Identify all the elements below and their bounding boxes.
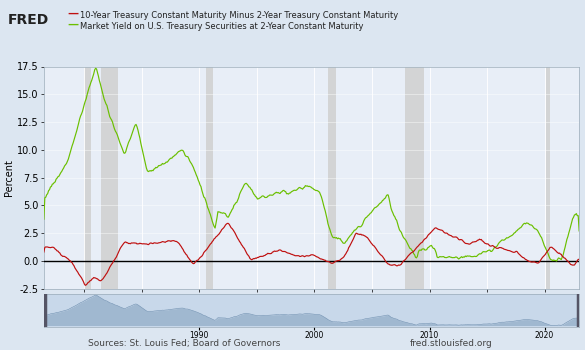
Text: Sources: St. Louis Fed; Board of Governors: Sources: St. Louis Fed; Board of Governo… xyxy=(88,339,280,348)
Y-axis label: Percent: Percent xyxy=(4,159,14,196)
Text: FRED: FRED xyxy=(8,14,49,28)
Bar xyxy=(101,66,118,289)
Text: —: — xyxy=(67,9,78,19)
Bar xyxy=(546,66,550,289)
Text: 10-Year Treasury Constant Maturity Minus 2-Year Treasury Constant Maturity: 10-Year Treasury Constant Maturity Minus… xyxy=(80,10,398,20)
Bar xyxy=(328,66,336,289)
Bar xyxy=(206,66,213,289)
Bar xyxy=(405,66,424,289)
Text: —: — xyxy=(67,20,78,30)
Bar xyxy=(84,66,91,289)
Text: Market Yield on U.S. Treasury Securities at 2-Year Constant Maturity: Market Yield on U.S. Treasury Securities… xyxy=(80,22,364,31)
Text: fred.stlouisfed.org: fred.stlouisfed.org xyxy=(410,339,492,348)
